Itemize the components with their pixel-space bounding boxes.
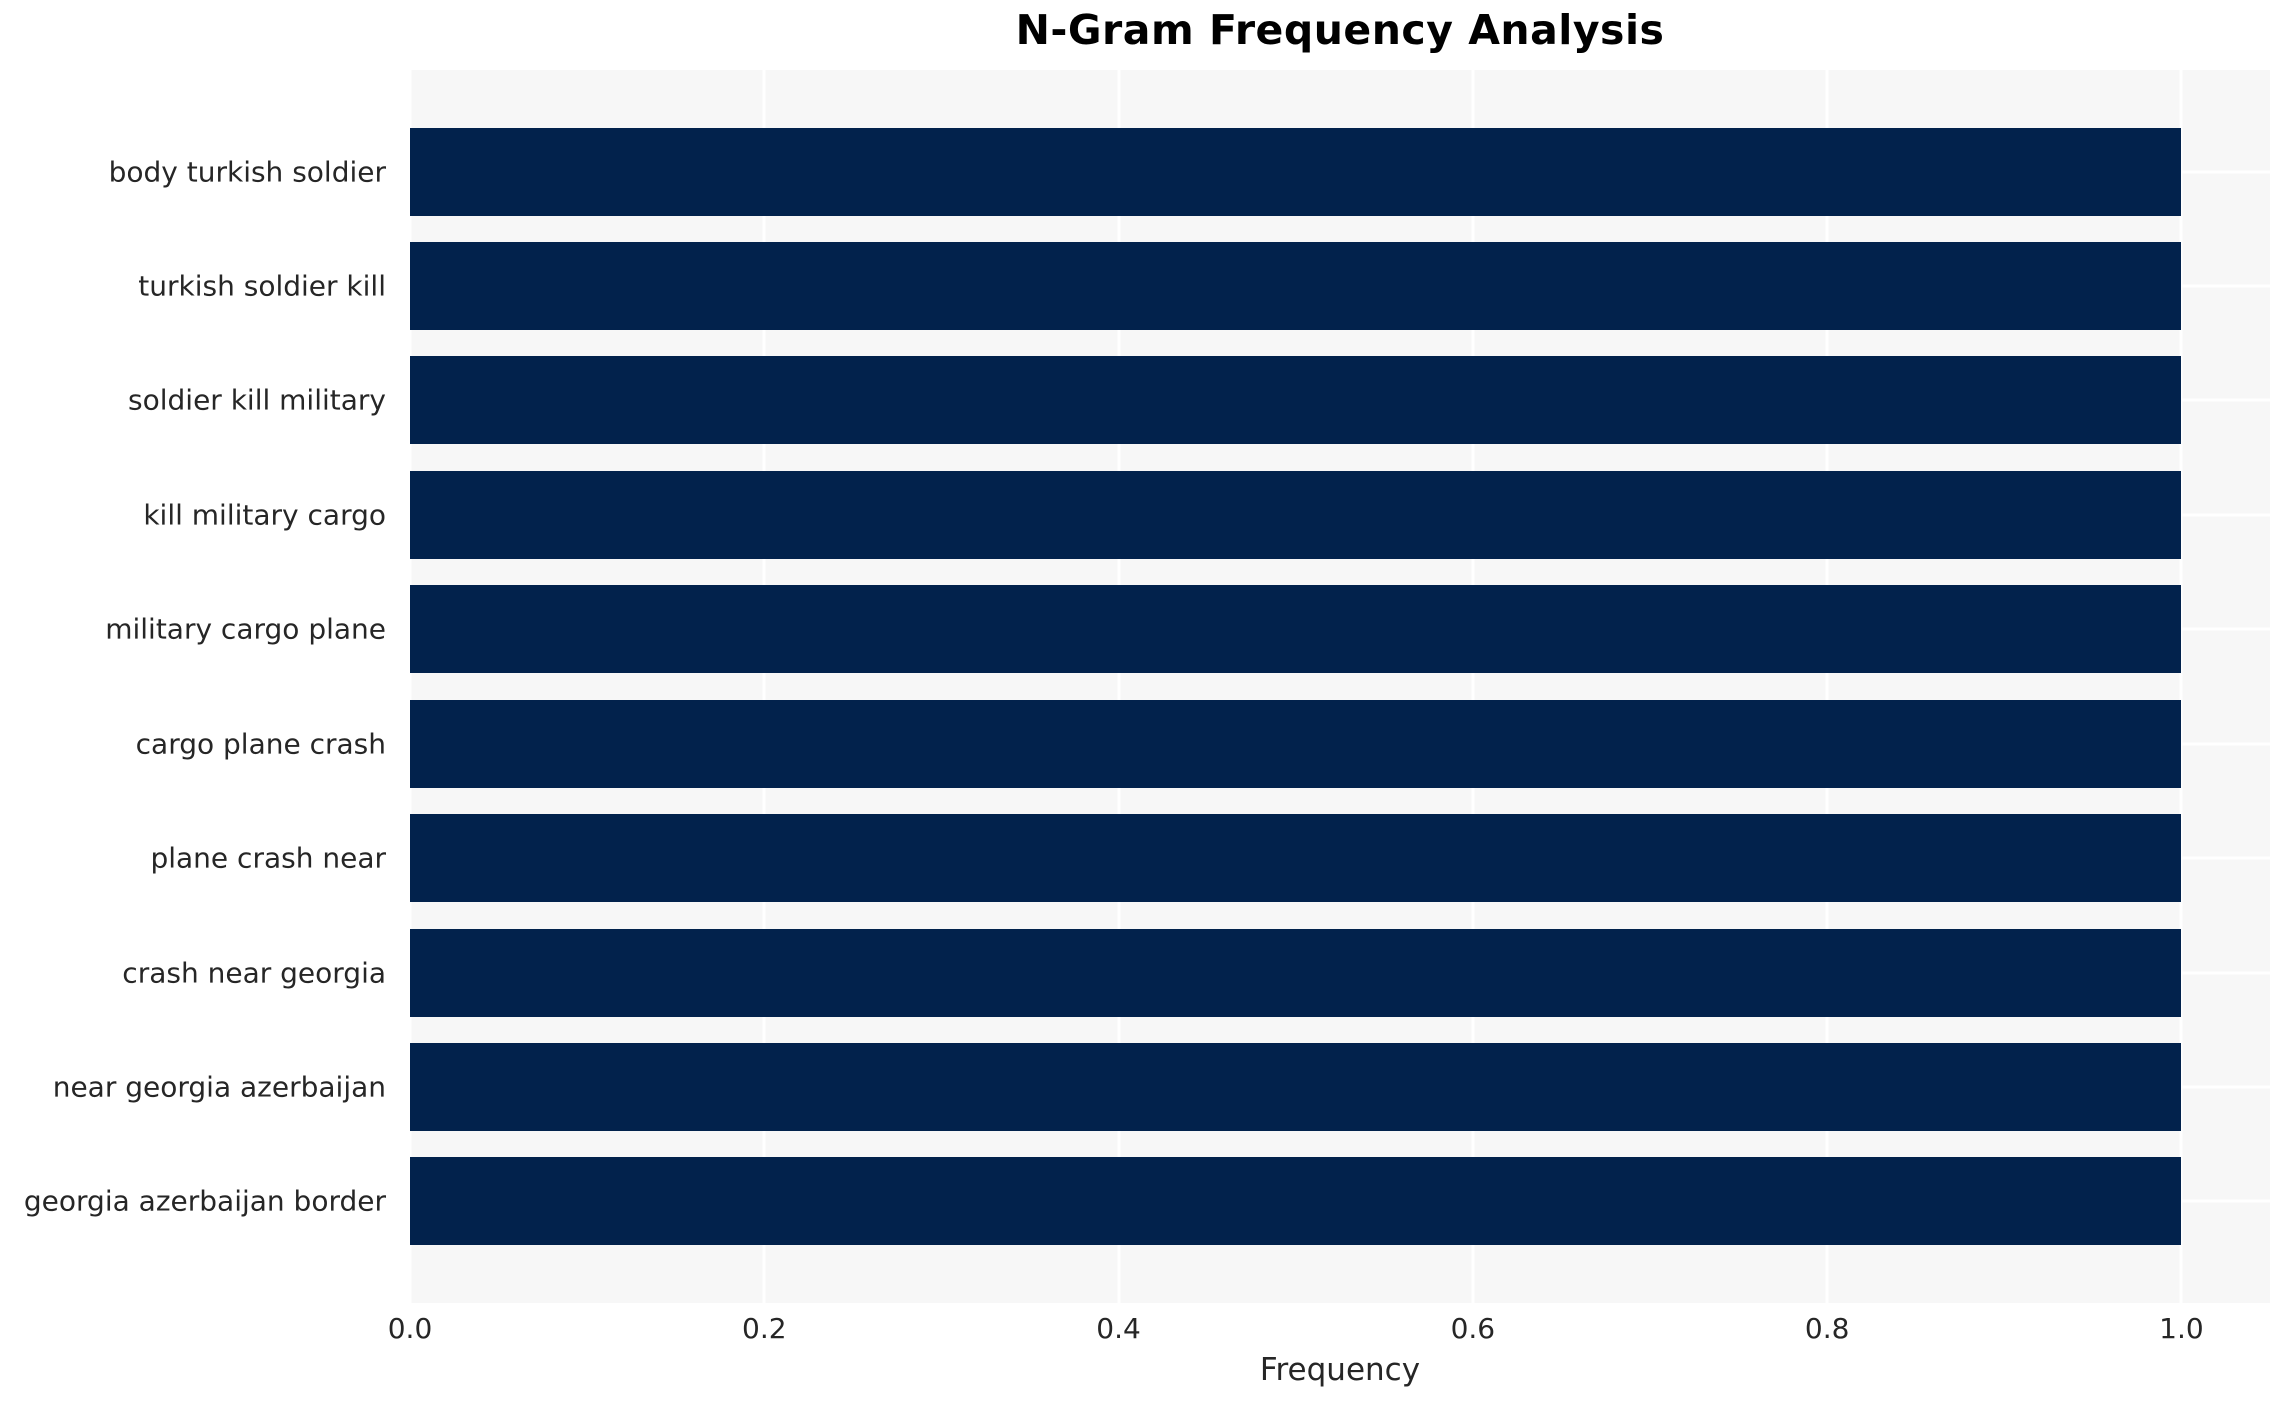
gridline-vertical (762, 70, 766, 1303)
x-tick-label: 1.0 (2159, 1312, 2204, 1345)
y-tick-label: soldier kill military (128, 383, 386, 417)
y-axis: body turkish soldier turkish soldier kill… (0, 70, 398, 1303)
x-axis: 0.0 0.2 0.4 0.6 0.8 1.0 (0, 1312, 2289, 1352)
bar (410, 356, 2182, 445)
bar (410, 241, 2182, 331)
bar (410, 127, 2182, 216)
chart-title: N-Gram Frequency Analysis (1015, 6, 1665, 54)
gridline-vertical (2179, 70, 2183, 1303)
bar (410, 699, 2182, 788)
bar (410, 1157, 2182, 1246)
y-tick-label: georgia azerbaijan border (23, 1184, 386, 1218)
y-tick-label: military cargo plane (105, 612, 386, 646)
gridline-vertical (410, 70, 412, 1303)
y-tick-label: cargo plane crash (135, 727, 386, 761)
gridline-vertical (1825, 70, 1829, 1303)
x-tick-label: 0.2 (742, 1312, 787, 1345)
bar (410, 928, 2182, 1017)
bar (410, 470, 2182, 559)
y-tick-label: near georgia azerbaijan (52, 1070, 386, 1104)
y-tick-label: turkish soldier kill (138, 269, 386, 303)
x-tick-label: 0.4 (1096, 1312, 1141, 1345)
y-tick-label: plane crash near (150, 841, 386, 875)
y-tick-label: crash near georgia (122, 956, 386, 990)
x-tick-label: 0.8 (1804, 1312, 1850, 1345)
x-axis-label: Frequency (1259, 1352, 1421, 1388)
x-tick-label: 0.0 (387, 1312, 433, 1345)
gridline-vertical (1471, 70, 1475, 1303)
x-tick-label: 0.6 (1450, 1312, 1496, 1345)
bar (410, 814, 2182, 903)
y-tick-label: body turkish soldier (108, 155, 386, 189)
bar (410, 585, 2182, 674)
bar (410, 1042, 2182, 1132)
y-tick-label: kill military cargo (143, 498, 386, 532)
gridline-vertical (1117, 70, 1121, 1303)
plot-area (410, 70, 2270, 1303)
